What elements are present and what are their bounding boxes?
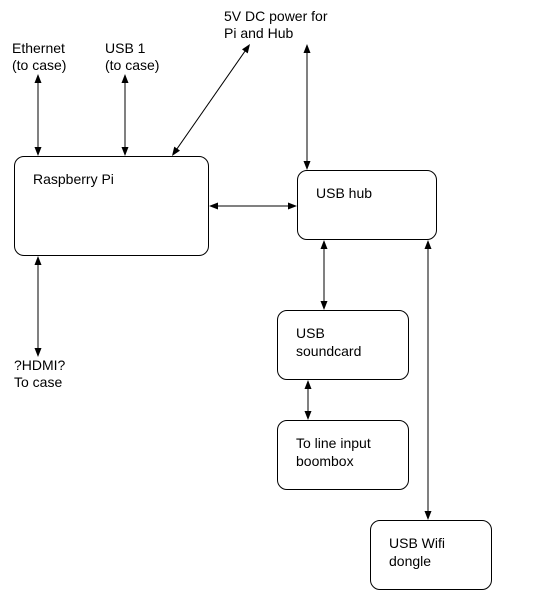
label-power: 5V DC power for Pi and Hub [224, 8, 327, 42]
node-usb-soundcard: USB soundcard [277, 310, 409, 380]
label-usb1: USB 1 (to case) [105, 40, 159, 74]
node-raspberry-pi: Raspberry Pi [14, 156, 209, 256]
label-hdmi: ?HDMI? To case [14, 357, 65, 391]
node-usb-hub: USB hub [297, 170, 437, 240]
node-usb-wifi: USB Wifi dongle [370, 520, 492, 590]
edges-layer [0, 0, 538, 599]
node-boombox: To line input boombox [277, 420, 409, 490]
label-ethernet: Ethernet (to case) [12, 40, 66, 74]
